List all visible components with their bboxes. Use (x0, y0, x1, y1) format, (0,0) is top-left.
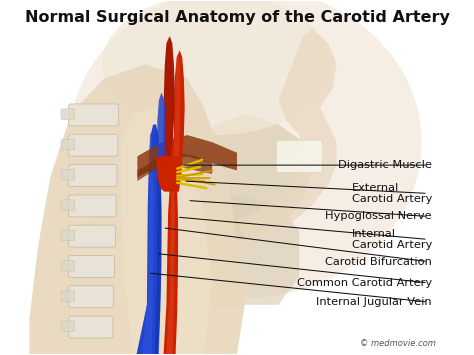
Polygon shape (173, 54, 181, 156)
Polygon shape (121, 107, 212, 354)
Text: Hypoglossal Nerve: Hypoglossal Nerve (326, 211, 432, 222)
Polygon shape (166, 178, 175, 354)
FancyBboxPatch shape (61, 261, 75, 271)
Text: Internal Jugular Vein: Internal Jugular Vein (317, 297, 432, 307)
FancyBboxPatch shape (68, 316, 113, 338)
FancyBboxPatch shape (61, 170, 75, 180)
Polygon shape (237, 29, 337, 241)
Text: Common Carotid Artery: Common Carotid Artery (297, 278, 432, 288)
FancyBboxPatch shape (61, 109, 75, 120)
Polygon shape (137, 195, 299, 305)
Text: Digastric Muscle: Digastric Muscle (338, 160, 432, 170)
Polygon shape (187, 114, 312, 241)
Polygon shape (171, 50, 185, 156)
FancyBboxPatch shape (68, 225, 115, 247)
Polygon shape (29, 64, 246, 354)
Polygon shape (163, 36, 175, 156)
Text: Carotid Bifurcation: Carotid Bifurcation (325, 257, 432, 267)
FancyBboxPatch shape (61, 321, 75, 332)
Polygon shape (137, 135, 237, 178)
Text: Internal
Carotid Artery: Internal Carotid Artery (352, 229, 432, 250)
Text: © medmovie.com: © medmovie.com (360, 339, 436, 348)
FancyBboxPatch shape (276, 140, 322, 172)
Polygon shape (164, 178, 178, 354)
Text: Normal Surgical Anatomy of the Carotid Artery: Normal Surgical Anatomy of the Carotid A… (25, 10, 449, 24)
FancyBboxPatch shape (68, 195, 116, 217)
FancyBboxPatch shape (61, 200, 75, 211)
FancyBboxPatch shape (68, 286, 114, 308)
Text: External
Carotid Artery: External Carotid Artery (352, 183, 432, 204)
Ellipse shape (69, 0, 422, 298)
Polygon shape (156, 142, 182, 192)
Polygon shape (157, 93, 165, 156)
Polygon shape (142, 132, 154, 354)
FancyBboxPatch shape (61, 291, 75, 301)
FancyBboxPatch shape (61, 230, 75, 241)
Polygon shape (155, 128, 162, 354)
Polygon shape (137, 125, 162, 354)
Ellipse shape (102, 0, 330, 135)
FancyBboxPatch shape (68, 104, 118, 126)
Polygon shape (137, 153, 212, 181)
FancyBboxPatch shape (68, 165, 117, 186)
FancyBboxPatch shape (68, 134, 118, 156)
FancyBboxPatch shape (68, 256, 115, 277)
FancyBboxPatch shape (61, 139, 75, 150)
